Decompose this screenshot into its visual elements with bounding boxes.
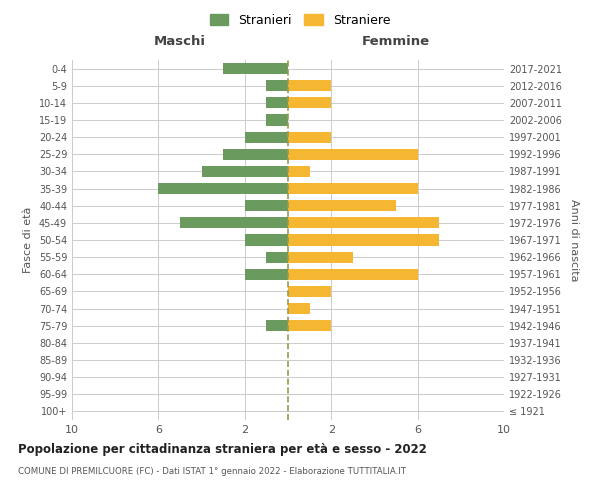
Bar	[266, 80, 288, 92]
Bar	[266, 114, 288, 126]
Bar	[202, 166, 288, 177]
Bar	[245, 200, 288, 211]
Bar	[245, 132, 288, 142]
Bar	[288, 218, 439, 228]
Bar	[288, 303, 310, 314]
Bar	[288, 286, 331, 297]
Bar	[266, 320, 288, 332]
Bar	[288, 200, 396, 211]
Text: Femmine: Femmine	[362, 35, 430, 48]
Bar	[266, 252, 288, 262]
Bar	[158, 183, 288, 194]
Text: Popolazione per cittadinanza straniera per età e sesso - 2022: Popolazione per cittadinanza straniera p…	[18, 442, 427, 456]
Bar	[288, 80, 331, 92]
Bar	[245, 234, 288, 246]
Bar	[223, 63, 288, 74]
Bar	[288, 98, 331, 108]
Bar	[288, 166, 310, 177]
Bar	[288, 132, 331, 142]
Y-axis label: Anni di nascita: Anni di nascita	[569, 198, 578, 281]
Bar	[266, 98, 288, 108]
Bar	[288, 268, 418, 280]
Bar	[245, 268, 288, 280]
Bar	[180, 218, 288, 228]
Bar	[288, 183, 418, 194]
Text: Maschi: Maschi	[154, 35, 206, 48]
Bar	[288, 148, 418, 160]
Legend: Stranieri, Straniere: Stranieri, Straniere	[205, 8, 395, 32]
Bar	[288, 252, 353, 262]
Bar	[223, 148, 288, 160]
Text: COMUNE DI PREMILCUORE (FC) - Dati ISTAT 1° gennaio 2022 - Elaborazione TUTTITALI: COMUNE DI PREMILCUORE (FC) - Dati ISTAT …	[18, 468, 406, 476]
Bar	[288, 320, 331, 332]
Y-axis label: Fasce di età: Fasce di età	[23, 207, 33, 273]
Bar	[288, 234, 439, 246]
